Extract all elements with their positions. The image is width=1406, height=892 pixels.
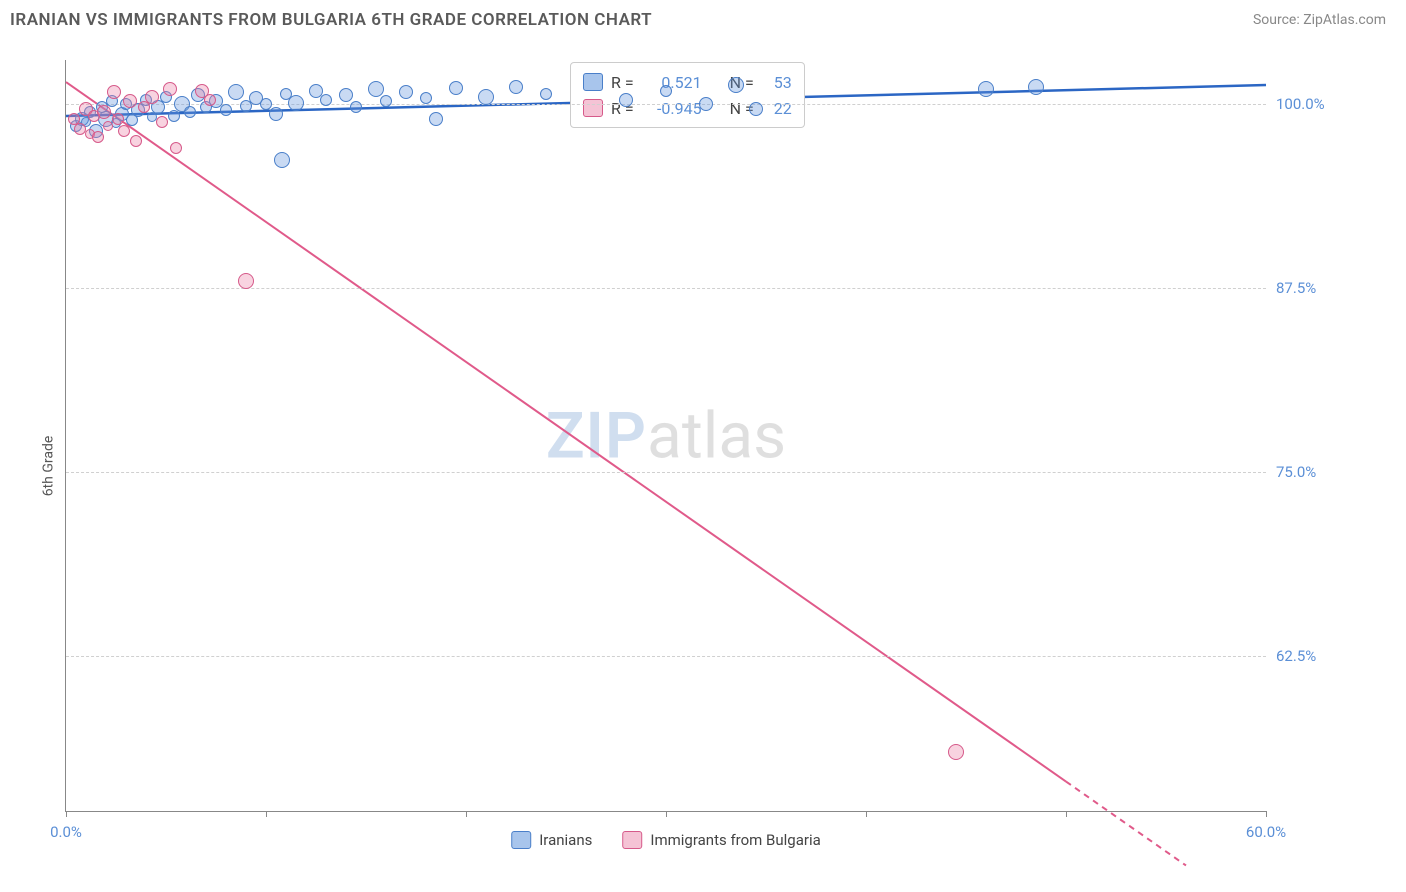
legend-item: Iranians bbox=[511, 831, 592, 849]
y-tick-label: 62.5% bbox=[1276, 647, 1376, 665]
y-axis-label: 6th Grade bbox=[40, 436, 56, 497]
data-point bbox=[948, 744, 964, 760]
legend-swatch bbox=[583, 73, 603, 91]
data-point bbox=[112, 113, 124, 125]
data-point bbox=[449, 81, 463, 95]
data-point bbox=[320, 94, 332, 106]
chart-container: 6th Grade ZIPatlas R =0.521N =53R = -0.94… bbox=[10, 50, 1396, 882]
chart-title: IRANIAN VS IMMIGRANTS FROM BULGARIA 6TH … bbox=[10, 10, 652, 30]
data-point bbox=[350, 101, 362, 113]
data-point bbox=[92, 131, 104, 143]
x-tick bbox=[66, 811, 67, 817]
x-tick bbox=[1066, 811, 1067, 817]
legend-row: R =0.521N =53 bbox=[583, 69, 792, 95]
data-point bbox=[269, 107, 283, 121]
legend-swatch bbox=[622, 831, 642, 849]
legend-item: Immigrants from Bulgaria bbox=[622, 831, 820, 849]
data-point bbox=[228, 84, 244, 100]
data-point bbox=[260, 98, 272, 110]
x-tick-label: 0.0% bbox=[50, 823, 82, 841]
data-point bbox=[123, 94, 137, 108]
data-point bbox=[1028, 79, 1044, 95]
source-prefix: Source: bbox=[1253, 12, 1303, 28]
watermark: ZIPatlas bbox=[546, 398, 786, 473]
data-point bbox=[749, 102, 763, 116]
data-point bbox=[420, 92, 432, 104]
data-point bbox=[288, 95, 304, 111]
legend-swatch bbox=[583, 99, 603, 117]
watermark-atlas: atlas bbox=[647, 398, 786, 473]
data-point bbox=[170, 142, 182, 154]
data-point bbox=[238, 273, 254, 289]
y-tick-label: 87.5% bbox=[1276, 279, 1376, 297]
r-label: R = bbox=[611, 73, 634, 92]
gridline bbox=[66, 472, 1266, 473]
source-link[interactable]: ZipAtlas.com bbox=[1303, 12, 1386, 28]
legend-label: Immigrants from Bulgaria bbox=[650, 831, 820, 849]
y-tick-label: 100.0% bbox=[1276, 95, 1376, 113]
data-point bbox=[429, 112, 443, 126]
watermark-zip: ZIP bbox=[546, 398, 647, 473]
trend-line-extrapolated bbox=[1066, 782, 1186, 866]
data-point bbox=[399, 85, 413, 99]
data-point bbox=[204, 94, 216, 106]
data-point bbox=[380, 95, 392, 107]
stats-legend: R =0.521N =53R =-0.945N =22 bbox=[570, 62, 805, 128]
data-point bbox=[660, 85, 672, 97]
data-point bbox=[274, 152, 290, 168]
trend-line bbox=[66, 82, 1066, 781]
x-tick bbox=[266, 811, 267, 817]
data-point bbox=[184, 106, 196, 118]
data-point bbox=[107, 85, 121, 99]
data-point bbox=[978, 81, 994, 97]
data-point bbox=[509, 80, 523, 94]
data-point bbox=[130, 135, 142, 147]
data-point bbox=[478, 89, 494, 105]
data-point bbox=[699, 97, 713, 111]
y-tick-label: 75.0% bbox=[1276, 463, 1376, 481]
x-tick bbox=[866, 811, 867, 817]
data-point bbox=[619, 93, 633, 107]
n-value: 53 bbox=[762, 73, 792, 92]
data-point bbox=[97, 105, 111, 119]
x-tick bbox=[1266, 811, 1267, 817]
legend-swatch bbox=[511, 831, 531, 849]
n-value: 22 bbox=[762, 99, 792, 118]
data-point bbox=[103, 121, 113, 131]
data-point bbox=[540, 88, 552, 100]
data-point bbox=[163, 82, 177, 96]
data-point bbox=[118, 125, 130, 137]
data-point bbox=[168, 110, 180, 122]
x-tick bbox=[666, 811, 667, 817]
trend-lines bbox=[66, 60, 1266, 811]
x-tick-label: 60.0% bbox=[1246, 823, 1286, 841]
x-tick bbox=[466, 811, 467, 817]
source-attribution: Source: ZipAtlas.com bbox=[1253, 12, 1386, 28]
data-point bbox=[220, 104, 232, 116]
gridline bbox=[66, 656, 1266, 657]
data-point bbox=[339, 88, 353, 102]
data-point bbox=[368, 81, 384, 97]
data-point bbox=[728, 77, 744, 93]
legend-label: Iranians bbox=[539, 831, 592, 849]
r-value: -0.945 bbox=[642, 99, 702, 118]
data-point bbox=[156, 116, 168, 128]
data-point bbox=[145, 90, 159, 104]
series-legend: Iranians Immigrants from Bulgaria bbox=[511, 831, 821, 849]
plot-area: ZIPatlas R =0.521N =53R =-0.945N =22 Ira… bbox=[65, 60, 1266, 812]
